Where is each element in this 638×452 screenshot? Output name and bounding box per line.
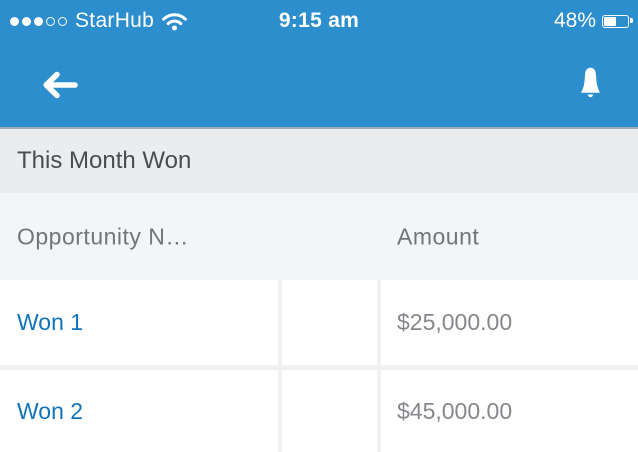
bell-icon bbox=[579, 67, 602, 109]
nav-bar bbox=[0, 42, 638, 127]
clock-label: 9:15 am bbox=[278, 9, 360, 32]
section-bar: This Month Won bbox=[0, 129, 638, 193]
status-bar-left: StarHub bbox=[0, 9, 188, 33]
table-row-2-amount-cell: $45,000.00 bbox=[381, 370, 638, 452]
signal-strength-icon bbox=[10, 16, 67, 26]
battery-icon bbox=[602, 14, 633, 28]
status-bar-right: 48% bbox=[554, 9, 638, 33]
column-header-opportunity-name: Opportunity N… bbox=[17, 223, 189, 249]
signal-dot bbox=[34, 16, 43, 26]
table-header: Opportunity N… Amount bbox=[0, 193, 638, 280]
signal-dot bbox=[10, 16, 19, 26]
notifications-button[interactable] bbox=[579, 65, 602, 105]
battery-percent-label: 48% bbox=[553, 9, 596, 32]
signal-dot bbox=[22, 16, 31, 26]
back-button[interactable] bbox=[40, 71, 78, 99]
wifi-icon bbox=[161, 11, 188, 31]
signal-dot bbox=[46, 16, 55, 26]
battery-fill bbox=[604, 16, 616, 26]
table-body: Won 1 $25,000.00 Won 2 $45,000.00 bbox=[0, 280, 638, 452]
amount-value: $25,000.00 bbox=[397, 309, 513, 335]
column-header-amount: Amount bbox=[397, 223, 480, 249]
table-row-2-empty-cell bbox=[282, 370, 377, 452]
page-title: This Month Won bbox=[17, 147, 192, 174]
header-divider bbox=[0, 127, 638, 129]
table-row-1-amount-cell: $25,000.00 bbox=[381, 280, 638, 365]
status-bar: StarHub 9:15 am 48% bbox=[0, 0, 638, 42]
table-row-1-empty-cell bbox=[282, 280, 377, 365]
table-row-1-name-cell: Won 1 bbox=[0, 280, 278, 365]
table-row-2-name-cell: Won 2 bbox=[0, 370, 278, 452]
carrier-label: StarHub bbox=[75, 9, 155, 32]
opportunity-link[interactable]: Won 2 bbox=[17, 397, 84, 424]
amount-value: $45,000.00 bbox=[397, 397, 513, 424]
signal-dot bbox=[58, 16, 67, 26]
back-arrow-icon bbox=[40, 71, 78, 103]
opportunity-link[interactable]: Won 1 bbox=[17, 309, 84, 335]
